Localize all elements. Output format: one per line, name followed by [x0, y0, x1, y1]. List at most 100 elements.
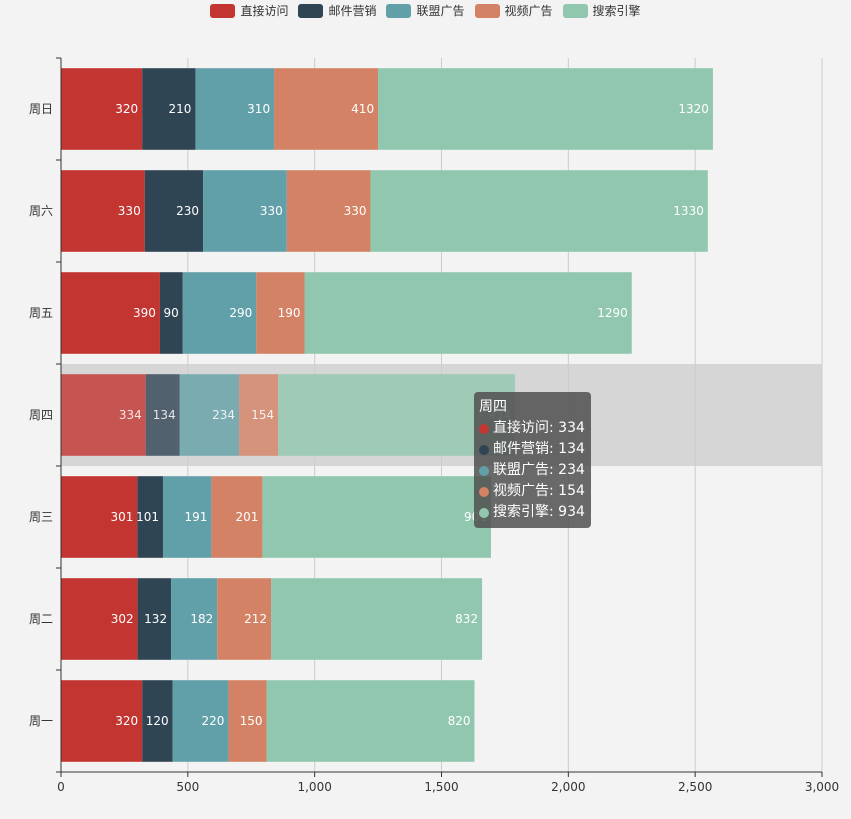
bar-segment — [378, 68, 713, 150]
legend-item-union[interactable]: 联盟广告 — [386, 2, 465, 19]
legend-label: 搜索引擎 — [592, 4, 641, 18]
bar-segment — [195, 68, 275, 150]
y-tick-label: 周日 — [29, 102, 53, 116]
bar-segment — [286, 170, 371, 252]
tooltip-dot — [479, 423, 489, 434]
bar-segment — [144, 170, 204, 252]
legend-label: 直接访问 — [240, 4, 289, 18]
bar-segment — [217, 578, 272, 660]
data-label: 832 — [455, 612, 478, 626]
y-tick-label: 周五 — [29, 306, 53, 320]
bar-segment — [137, 578, 172, 660]
legend-label: 邮件营销 — [328, 4, 377, 18]
bar-segment — [171, 578, 218, 660]
x-tick-label: 1,500 — [424, 780, 458, 794]
data-label: 134 — [153, 408, 176, 422]
bar-segment — [179, 374, 240, 456]
data-label: 1320 — [678, 102, 709, 116]
tooltip-text: 邮件营销: 134 — [493, 441, 585, 457]
data-label: 90 — [163, 306, 178, 320]
bar-segment — [61, 170, 145, 252]
data-label: 212 — [244, 612, 267, 626]
bar-segment — [61, 476, 138, 558]
data-label: 234 — [212, 408, 235, 422]
y-tick-label: 周六 — [29, 204, 53, 218]
y-tick-label: 周三 — [29, 510, 53, 524]
data-label: 410 — [351, 102, 374, 116]
bar-segment — [203, 170, 287, 252]
data-label: 120 — [146, 714, 169, 728]
tooltip-text: 联盟广告: 234 — [493, 462, 585, 478]
tooltip-row: 联盟广告: 234 — [479, 460, 585, 481]
data-label: 101 — [136, 510, 159, 524]
tooltip-row: 邮件营销: 134 — [479, 439, 585, 460]
data-label: 154 — [251, 408, 274, 422]
legend: 直接访问 邮件营销 联盟广告 视频广告 搜索引擎 — [0, 2, 851, 19]
data-label: 182 — [190, 612, 213, 626]
bar-segment — [61, 680, 143, 762]
bar-segment — [137, 476, 163, 558]
x-tick-label: 2,000 — [551, 780, 585, 794]
data-label: 330 — [260, 204, 283, 218]
tooltip-row: 搜索引擎: 934 — [479, 502, 585, 523]
data-label: 220 — [202, 714, 225, 728]
data-label: 330 — [344, 204, 367, 218]
tooltip-row: 视频广告: 154 — [479, 481, 585, 502]
bar-segment — [61, 272, 160, 354]
data-label: 334 — [119, 408, 142, 422]
bar-segment — [61, 578, 138, 660]
legend-item-video[interactable]: 视频广告 — [474, 2, 553, 19]
x-tick-label: 2,500 — [678, 780, 712, 794]
tooltip: 周四 直接访问: 334 邮件营销: 134 联盟广告: 234 视频广告: 1… — [474, 392, 591, 528]
legend-item-email[interactable]: 邮件营销 — [298, 2, 376, 19]
data-label: 290 — [229, 306, 252, 320]
legend-swatch — [298, 3, 324, 18]
legend-swatch — [210, 3, 236, 18]
data-label: 320 — [115, 714, 138, 728]
bar-segment — [61, 68, 143, 150]
data-label: 302 — [111, 612, 134, 626]
bar-segment — [271, 578, 483, 660]
data-label: 320 — [115, 102, 138, 116]
data-label: 1330 — [673, 204, 704, 218]
tooltip-dot — [479, 444, 489, 455]
data-label: 150 — [240, 714, 263, 728]
legend-swatch — [386, 3, 412, 18]
bar-segment — [145, 374, 180, 456]
data-label: 390 — [133, 306, 156, 320]
tooltip-text: 搜索引擎: 934 — [493, 504, 585, 520]
bar-segment — [142, 68, 196, 150]
y-tick-label: 周四 — [29, 408, 53, 422]
legend-label: 视频广告 — [504, 4, 553, 18]
bar-segment — [256, 272, 305, 354]
data-label: 301 — [110, 510, 133, 524]
data-label: 191 — [185, 510, 208, 524]
x-tick-label: 500 — [176, 780, 199, 794]
data-label: 330 — [118, 204, 141, 218]
bar-segment — [262, 476, 491, 558]
bar-segment — [304, 272, 632, 354]
y-tick-label: 周二 — [29, 612, 53, 626]
legend-item-direct[interactable]: 直接访问 — [210, 2, 288, 19]
bar-segment — [211, 476, 263, 558]
bar-segment — [266, 680, 475, 762]
bar-segment — [182, 272, 257, 354]
x-tick-label: 3,000 — [805, 780, 839, 794]
bar-segment — [274, 68, 379, 150]
legend-item-search[interactable]: 搜索引擎 — [562, 2, 641, 19]
bar-segment — [172, 680, 229, 762]
bar-segment — [159, 272, 183, 354]
tooltip-text: 视频广告: 154 — [493, 483, 585, 499]
y-tick-label: 周一 — [29, 714, 53, 728]
tooltip-dot — [479, 486, 489, 497]
data-label: 201 — [236, 510, 259, 524]
tooltip-text: 直接访问: 334 — [493, 420, 585, 436]
data-label: 230 — [176, 204, 199, 218]
bar-segment — [239, 374, 279, 456]
data-label: 310 — [247, 102, 270, 116]
tooltip-dot — [479, 507, 489, 518]
tooltip-dot — [479, 465, 489, 476]
legend-label: 联盟广告 — [416, 4, 465, 18]
bar-segment — [142, 680, 173, 762]
